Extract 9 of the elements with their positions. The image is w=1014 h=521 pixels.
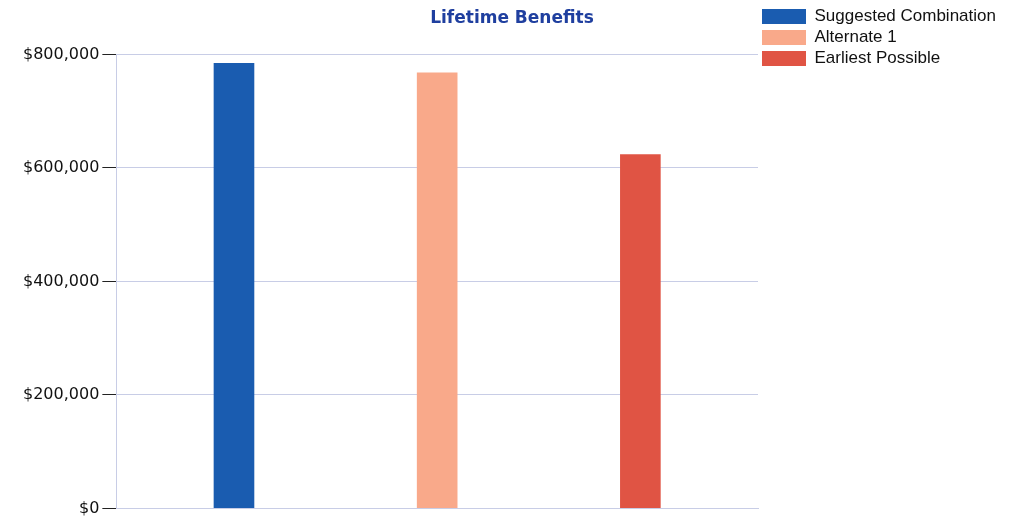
chart-title: Lifetime Benefits: [430, 6, 594, 27]
y-tick-label: $200,000: [23, 384, 100, 404]
legend-label: Earliest Possible: [814, 48, 941, 68]
legend-label: Alternate 1: [814, 27, 897, 47]
y-tick-label: $400,000: [23, 270, 100, 290]
y-tick-label: $800,000: [23, 43, 100, 63]
y-tick-label: $0: [78, 497, 100, 517]
y-tick-label: $600,000: [23, 157, 100, 177]
legend-label: Suggested Combination: [814, 6, 996, 26]
